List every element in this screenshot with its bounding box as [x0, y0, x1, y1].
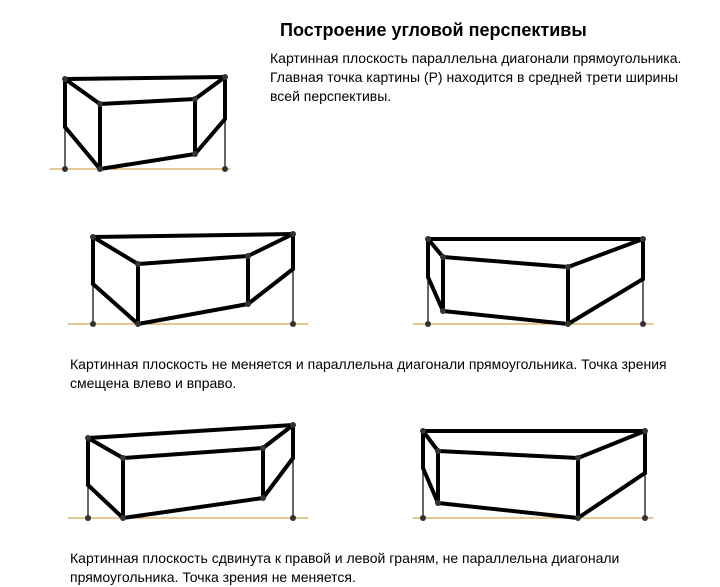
diagram-5 — [383, 403, 683, 543]
row-3: Картинная плоскость сдвинута к правой и … — [30, 403, 690, 587]
desc-3: Картинная плоскость сдвинута к правой и … — [70, 549, 690, 587]
row-2: Картинная плоскость не меняется и паралл… — [30, 209, 690, 393]
desc-1: Картинная плоскость параллельна диагонал… — [270, 49, 690, 106]
desc-2: Картинная плоскость не меняется и паралл… — [70, 355, 690, 393]
page-title: Построение угловой перспективы — [280, 20, 690, 41]
diagram-1 — [30, 49, 250, 199]
desc-1-wrap: Картинная плоскость параллельна диагонал… — [270, 49, 690, 106]
diagram-2 — [38, 209, 338, 349]
diagram-4 — [38, 403, 338, 543]
diagram-3 — [383, 209, 683, 349]
row-1: Картинная плоскость параллельна диагонал… — [30, 49, 690, 199]
